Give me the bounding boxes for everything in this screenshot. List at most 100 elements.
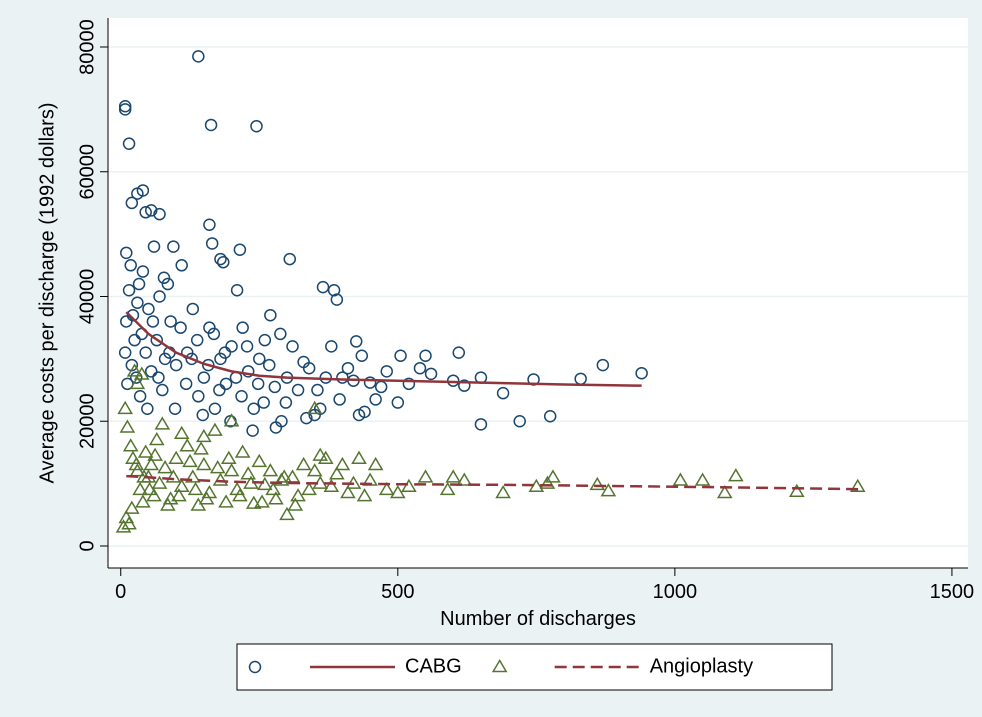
circle-marker [132, 277, 146, 291]
triangle-marker [124, 500, 140, 514]
circle-marker [120, 315, 133, 328]
triangle-marker [141, 481, 158, 496]
triangle-marker [121, 516, 137, 530]
circle-marker [118, 346, 132, 359]
circle-marker [139, 346, 152, 359]
circle-marker [233, 243, 247, 256]
circle-marker [300, 411, 313, 425]
circle-marker [192, 50, 205, 63]
circle-marker [122, 284, 136, 297]
y-tick-label: 0 [76, 540, 98, 551]
circle-marker [240, 340, 254, 353]
circle-marker [213, 383, 226, 397]
triangle-marker [312, 447, 329, 461]
triangle-marker [491, 659, 508, 673]
fit-line [125, 311, 642, 387]
triangle-marker [251, 453, 268, 468]
triangle-marker [207, 422, 223, 436]
triangle-marker [143, 456, 160, 471]
legend-label: CABG [405, 655, 462, 677]
circle-marker [174, 321, 187, 334]
y-tick-label: 20000 [76, 393, 98, 449]
triangle-marker [334, 456, 351, 471]
circle-marker [136, 184, 150, 197]
circle-marker [258, 333, 272, 347]
circle-marker [341, 361, 355, 375]
circle-marker [167, 240, 180, 253]
x-axis-title: Number of discharges [440, 608, 636, 630]
triangle-marker [254, 494, 270, 508]
triangle-marker [220, 450, 237, 464]
triangle-marker [323, 478, 340, 493]
triangle-marker [694, 472, 711, 486]
circle-marker [247, 402, 260, 416]
triangle-marker [290, 488, 306, 502]
triangle-marker [600, 483, 617, 497]
circle-marker [168, 402, 182, 416]
circle-marker [153, 207, 166, 221]
y-tick-label: 60000 [76, 144, 98, 200]
circle-marker [136, 265, 150, 278]
circle-marker [257, 396, 270, 409]
triangle-marker [456, 472, 473, 486]
triangle-marker [223, 463, 240, 477]
circle-marker [208, 402, 222, 416]
legend-label: Angioplasty [650, 655, 753, 677]
circle-marker [279, 396, 293, 409]
circle-marker [235, 390, 248, 403]
circle-marker [161, 277, 175, 291]
circle-marker [355, 349, 369, 362]
circle-marker [139, 206, 152, 219]
circle-marker [391, 396, 405, 409]
circle-marker [452, 346, 466, 359]
circle-marker [203, 218, 216, 232]
circle-marker [150, 333, 164, 347]
triangle-marker [196, 428, 212, 443]
circle-marker [192, 390, 205, 403]
circle-marker [141, 402, 154, 416]
x-tick-label: 1500 [930, 581, 975, 603]
circle-marker [369, 393, 382, 406]
circle-marker [130, 371, 143, 384]
triangle-marker [329, 466, 345, 480]
triangle-marker [356, 488, 373, 502]
circle-marker [196, 408, 210, 422]
triangle-marker [273, 472, 290, 486]
triangle-marker [179, 438, 196, 452]
circle-marker [153, 290, 166, 303]
circle-marker [214, 352, 227, 366]
triangle-marker [240, 466, 257, 480]
circle-marker [185, 352, 198, 366]
circle-marker [218, 346, 232, 359]
circle-marker [118, 100, 132, 113]
circle-marker [316, 280, 330, 294]
circle-marker [596, 358, 610, 372]
triangle-marker [495, 484, 511, 499]
triangle-marker [165, 469, 182, 483]
circle-marker [214, 252, 227, 266]
circle-marker [330, 293, 344, 306]
plot-area [108, 18, 968, 568]
circle-marker [424, 367, 438, 381]
circle-marker [190, 333, 204, 347]
circle-marker [122, 137, 136, 150]
circle-marker [297, 355, 310, 369]
triangle-marker [115, 519, 132, 533]
triangle-marker [119, 419, 136, 433]
triangle-marker [151, 475, 168, 489]
circle-marker [380, 365, 393, 378]
circle-marker [352, 408, 366, 422]
triangle-marker [132, 481, 148, 496]
y-tick-label: 40000 [76, 269, 98, 325]
circle-marker [207, 327, 221, 341]
triangle-marker [401, 478, 417, 493]
triangle-marker [245, 495, 262, 509]
circle-marker [308, 408, 321, 422]
triangle-marker [788, 483, 805, 498]
circle-marker [225, 340, 238, 353]
circle-marker [496, 386, 510, 400]
circle-marker [203, 321, 216, 334]
circle-marker [219, 377, 233, 391]
triangle-marker [128, 456, 145, 471]
triangle-marker [129, 375, 146, 390]
